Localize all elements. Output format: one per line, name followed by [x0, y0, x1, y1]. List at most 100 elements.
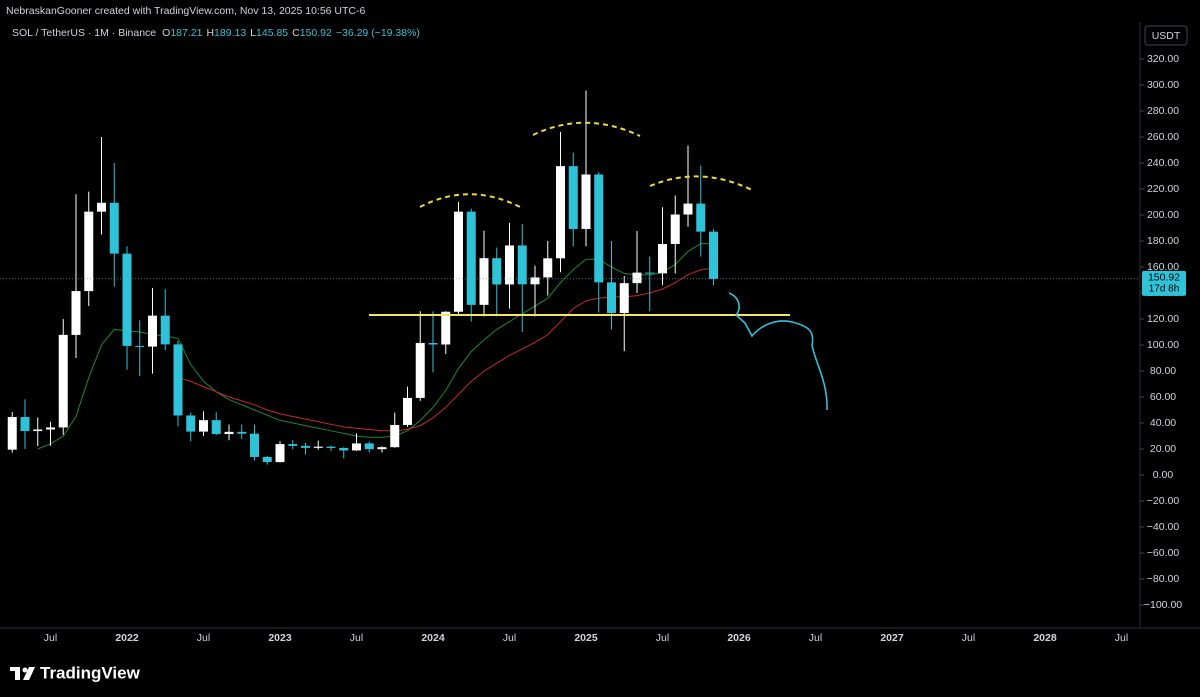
candle-body: [441, 311, 451, 345]
candle-body: [543, 258, 553, 278]
candle-body: [275, 444, 285, 463]
candle-body: [454, 211, 463, 312]
arc-drawing: [532, 121, 641, 137]
candle-body: [530, 277, 540, 285]
candle-body: [364, 443, 374, 450]
candle-body: [492, 258, 502, 285]
y-tick-label: 40.00: [1150, 417, 1176, 429]
candle-body: [301, 445, 310, 448]
candle-body: [645, 272, 655, 274]
candle-body: [517, 245, 527, 285]
logo-text: TradingView: [40, 663, 141, 682]
candle-body: [122, 253, 132, 346]
watermark: NebraskanGooner created with TradingView…: [6, 5, 365, 17]
arc-drawing: [649, 175, 753, 191]
candle-body: [33, 429, 43, 432]
candle-body: [377, 447, 387, 450]
candle-body: [211, 420, 221, 435]
candle-body: [160, 315, 170, 345]
candle-body: [97, 202, 106, 212]
x-tick-label: Jul: [809, 632, 822, 644]
drawings: [369, 121, 828, 411]
candle-body: [619, 283, 629, 314]
y-tick-label: −40.00: [1147, 521, 1180, 533]
candle-body: [607, 282, 616, 314]
y-tick-label: 280.00: [1147, 105, 1179, 117]
price-tag: [1142, 270, 1186, 296]
high-value: 189.13: [214, 27, 246, 39]
change: −36.29 (−19.38%): [336, 27, 420, 39]
x-tick-label: Jul: [503, 632, 516, 644]
y-tick-label: 240.00: [1147, 157, 1179, 169]
low-label: L: [250, 27, 256, 39]
x-tick-label: 2027: [880, 632, 904, 644]
y-tick-label: 180.00: [1147, 235, 1179, 247]
candle-body: [148, 315, 157, 347]
y-tick-label: 120.00: [1147, 313, 1179, 325]
y-tick-label: −80.00: [1147, 573, 1180, 585]
x-tick-label: 2022: [115, 632, 139, 644]
candle-body: [7, 417, 17, 450]
y-tick-label: 0.00: [1153, 469, 1174, 481]
plot: [0, 90, 1140, 465]
candle-body: [415, 342, 425, 398]
candle-body: [670, 214, 680, 245]
candle-body: [186, 415, 196, 432]
y-tick-label: 320.00: [1147, 53, 1179, 65]
candle-body: [199, 420, 208, 432]
y-tick-label: 200.00: [1147, 209, 1179, 221]
price-tag-label: 150.92: [1148, 272, 1180, 284]
candle-body: [556, 166, 565, 259]
x-tick-label: 2024: [421, 632, 445, 644]
candle-body: [568, 166, 578, 229]
candle-body: [709, 231, 718, 279]
x-tick-label: Jul: [656, 632, 669, 644]
candle-body: [581, 174, 591, 229]
x-tick-label: Jul: [350, 632, 363, 644]
currency-button[interactable]: [1144, 25, 1188, 46]
y-tick-label: 60.00: [1150, 391, 1176, 403]
currency[interactable]: USDT: [1152, 30, 1181, 42]
candle-body: [594, 174, 604, 283]
y-tick-label: 100.00: [1147, 339, 1179, 351]
y-tick-label: −20.00: [1147, 495, 1180, 507]
y-tick-label: 300.00: [1147, 79, 1179, 91]
candle-body: [250, 433, 259, 457]
open-value: 187.21: [170, 27, 202, 39]
high-label: H: [206, 27, 214, 39]
candle-body: [262, 456, 272, 463]
x-tick-label: Jul: [44, 632, 57, 644]
candle-body: [339, 447, 349, 451]
countdown: 17d 8h: [1149, 283, 1180, 294]
low-value: 145.85: [256, 27, 288, 39]
candle-body: [237, 431, 247, 434]
candle-body: [135, 345, 145, 347]
x-tick-label: 2028: [1033, 632, 1057, 644]
candle-body: [20, 417, 30, 432]
x-tick-label: Jul: [197, 632, 210, 644]
arc-drawing: [419, 193, 523, 209]
candle-body: [109, 202, 119, 254]
x-tick-label: 2026: [727, 632, 751, 644]
candle-body: [84, 211, 94, 292]
legend-line: SOL / TetherUS · 1M · Binance O187.21 H189…: [12, 27, 420, 39]
y-tick-label: −60.00: [1147, 547, 1180, 559]
candle-body: [313, 446, 323, 448]
y-tick-label: −100.00: [1144, 599, 1182, 611]
candle-body: [428, 342, 438, 345]
candle-body: [288, 444, 298, 446]
projection-drawing: [728, 292, 828, 411]
candle-body: [505, 245, 514, 285]
candle-body: [326, 446, 336, 448]
candle-body: [173, 344, 183, 416]
candle-body: [403, 397, 412, 425]
candle-body: [696, 203, 706, 232]
close-value: 150.92: [300, 27, 332, 39]
y-tick-label: 80.00: [1150, 365, 1176, 377]
symbol: SOL / TetherUS · 1M · Binance: [12, 27, 156, 39]
candle-body: [479, 258, 489, 305]
x-tick-label: Jul: [962, 632, 975, 644]
